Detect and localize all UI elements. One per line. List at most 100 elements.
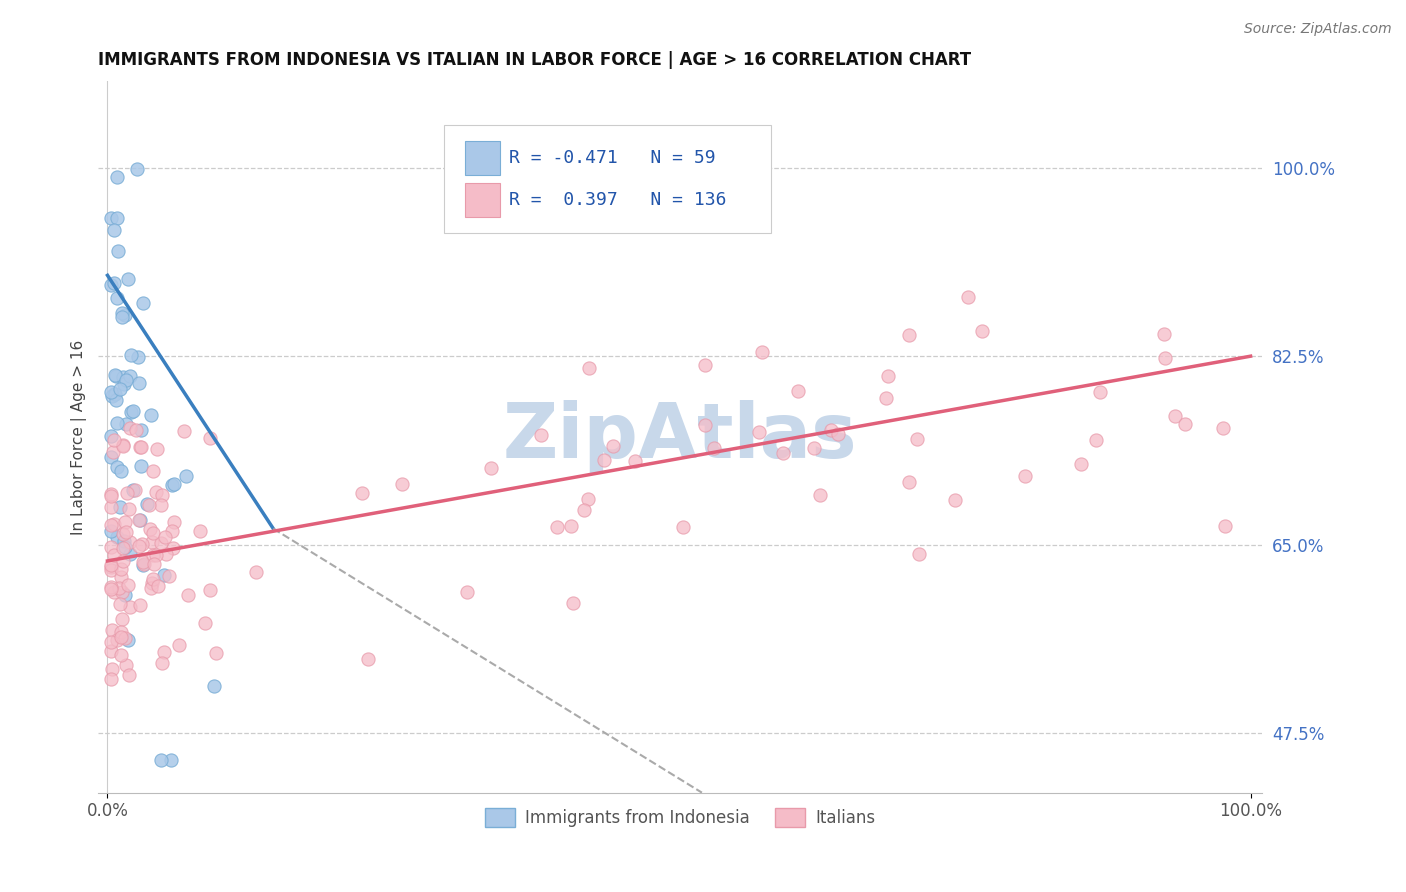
Point bbox=[194, 615, 217, 630]
Point bbox=[110, 630, 132, 644]
Point bbox=[100, 563, 122, 577]
Point bbox=[578, 360, 600, 375]
Point bbox=[877, 369, 900, 384]
Point bbox=[105, 291, 128, 305]
Point bbox=[104, 368, 127, 382]
Point bbox=[1014, 469, 1036, 483]
Point bbox=[167, 638, 190, 652]
Point bbox=[105, 170, 128, 185]
Point bbox=[875, 391, 897, 405]
Text: IMMIGRANTS FROM INDONESIA VS ITALIAN IN LABOR FORCE | AGE > 16 CORRELATION CHART: IMMIGRANTS FROM INDONESIA VS ITALIAN IN … bbox=[98, 51, 972, 69]
Point bbox=[198, 431, 221, 445]
Point bbox=[112, 527, 135, 541]
Point bbox=[100, 635, 122, 649]
Point bbox=[672, 519, 695, 533]
Point bbox=[1088, 385, 1111, 400]
Point bbox=[127, 350, 149, 364]
Point bbox=[100, 429, 122, 443]
Point bbox=[105, 393, 128, 408]
Point bbox=[110, 570, 132, 584]
Point bbox=[105, 368, 128, 383]
Point bbox=[245, 565, 267, 579]
Point bbox=[1213, 519, 1236, 533]
Point bbox=[100, 489, 122, 503]
Point bbox=[128, 512, 150, 526]
Point bbox=[110, 306, 132, 320]
Point bbox=[174, 469, 197, 483]
Point bbox=[751, 344, 773, 359]
Point bbox=[157, 569, 180, 583]
Point bbox=[103, 434, 125, 448]
Point bbox=[803, 441, 825, 455]
Point bbox=[142, 526, 165, 541]
Point bbox=[576, 491, 599, 506]
Point bbox=[602, 439, 624, 453]
Point bbox=[153, 530, 176, 544]
Point bbox=[142, 557, 165, 571]
Point bbox=[111, 584, 134, 599]
Point bbox=[103, 548, 125, 562]
Point bbox=[117, 271, 139, 285]
Point bbox=[100, 541, 122, 555]
Point bbox=[150, 488, 173, 502]
Point bbox=[146, 442, 169, 456]
Point bbox=[155, 547, 177, 561]
Point bbox=[125, 423, 148, 437]
Point bbox=[150, 536, 173, 550]
Point bbox=[132, 557, 155, 571]
Point bbox=[110, 648, 132, 662]
Point bbox=[105, 530, 128, 544]
Point bbox=[827, 427, 849, 442]
Point bbox=[101, 389, 124, 403]
Point bbox=[957, 290, 980, 304]
Point bbox=[112, 376, 135, 391]
Point bbox=[100, 644, 122, 658]
Point bbox=[357, 652, 380, 666]
Point bbox=[104, 386, 127, 401]
Point bbox=[111, 369, 134, 384]
Point bbox=[120, 421, 142, 435]
Point bbox=[129, 440, 152, 454]
Point bbox=[173, 424, 195, 438]
Point bbox=[905, 432, 928, 446]
Point bbox=[908, 547, 931, 561]
Point bbox=[1084, 433, 1107, 447]
Point bbox=[479, 460, 502, 475]
Point bbox=[112, 439, 135, 453]
Point bbox=[546, 520, 568, 534]
Point bbox=[100, 672, 122, 686]
Point bbox=[103, 585, 125, 599]
Point bbox=[145, 549, 167, 563]
Point bbox=[624, 454, 647, 468]
Point bbox=[114, 308, 136, 322]
Point bbox=[561, 597, 583, 611]
Point bbox=[105, 460, 128, 475]
Point bbox=[105, 211, 128, 226]
Point bbox=[105, 633, 128, 648]
Point bbox=[198, 582, 221, 597]
Point bbox=[703, 441, 725, 455]
Point bbox=[100, 500, 122, 514]
Point bbox=[1154, 351, 1177, 365]
Point bbox=[103, 445, 125, 459]
Point bbox=[108, 597, 131, 611]
Point bbox=[127, 161, 149, 176]
Point bbox=[153, 645, 176, 659]
Point bbox=[115, 486, 138, 500]
Point bbox=[560, 519, 582, 533]
Text: R = -0.471   N = 59: R = -0.471 N = 59 bbox=[509, 149, 716, 167]
Point bbox=[204, 646, 226, 660]
Point bbox=[100, 582, 122, 596]
Point bbox=[129, 598, 152, 612]
Point bbox=[118, 369, 141, 384]
Point bbox=[100, 662, 122, 676]
Point bbox=[163, 516, 186, 530]
Point bbox=[128, 513, 150, 527]
Point bbox=[897, 475, 920, 490]
Point bbox=[103, 516, 125, 531]
Y-axis label: In Labor Force | Age > 16: In Labor Force | Age > 16 bbox=[72, 339, 87, 534]
Point bbox=[114, 540, 136, 554]
Point bbox=[114, 588, 136, 602]
Point bbox=[352, 486, 374, 500]
Point bbox=[693, 358, 716, 372]
